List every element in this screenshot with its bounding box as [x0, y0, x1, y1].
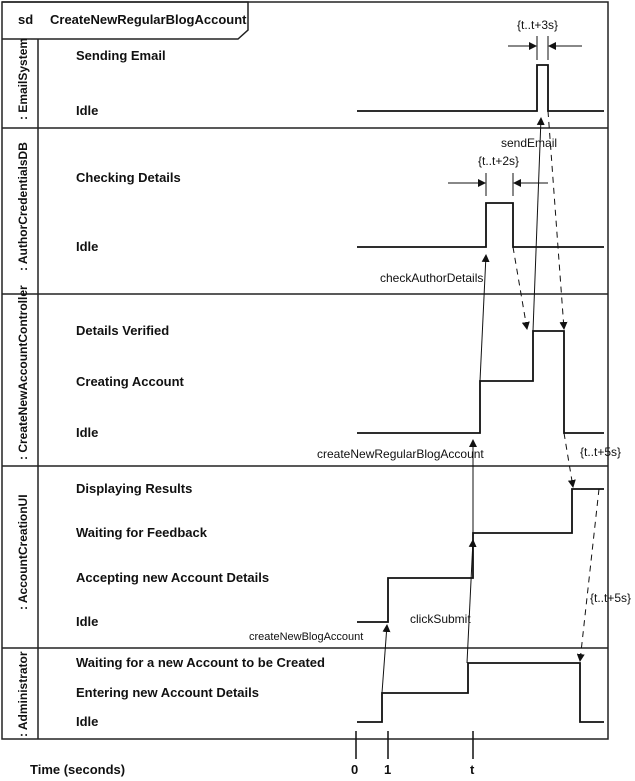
state-label: Checking Details	[76, 170, 181, 185]
state-timeline-administrator	[357, 662, 604, 723]
message-arrow-send-email	[532, 117, 545, 332]
state-label: Idle	[76, 103, 98, 118]
state-label: Sending Email	[76, 48, 166, 63]
lifeline-name-create-new-account-controller: : CreateNewAccountController	[16, 285, 30, 460]
message-label-create-new-regular-blog-account: createNewRegularBlogAccount	[317, 447, 484, 461]
message-label-send-email: sendEmail	[501, 136, 557, 150]
frame-title-tab	[2, 1, 249, 40]
time-tick-label: 0	[351, 762, 358, 777]
message-label-click-submit: clickSubmit	[410, 612, 471, 626]
lifeline-name-administrator: : Administrator	[16, 651, 30, 737]
time-tick-label: t	[470, 762, 475, 777]
lifeline-name-email-system: : EmailSystem	[16, 38, 30, 120]
lifeline-name-account-creation-ui: : AccountCreationUI	[16, 494, 30, 610]
state-label: Idle	[76, 614, 98, 629]
state-label: Waiting for a new Account to be Created	[76, 655, 325, 670]
frame-title: CreateNewRegularBlogAccount	[50, 12, 247, 27]
message-label-check-author-details: checkAuthorDetails	[380, 271, 483, 285]
state-label: Waiting for Feedback	[76, 525, 208, 540]
state-label: Accepting new Account Details	[76, 570, 269, 585]
state-timeline-account-creation-ui	[357, 488, 604, 623]
state-label: Entering new Account Details	[76, 685, 259, 700]
state-label: Idle	[76, 714, 98, 729]
time-axis-label: Time (seconds)	[30, 762, 125, 777]
timing-constraint-ui-to-admin: {t..t+5s}	[590, 591, 631, 605]
message-arrow-create-new-blog-account	[381, 624, 391, 694]
state-label: Idle	[76, 425, 98, 440]
duration-constraint-email: {t..t+3s}	[517, 18, 558, 32]
return-arrow-ui-to-admin	[576, 488, 600, 662]
state-timeline-controller	[357, 330, 604, 434]
state-label: Details Verified	[76, 323, 169, 338]
state-label: Idle	[76, 239, 98, 254]
return-arrow-controller-to-ui	[563, 432, 576, 488]
message-arrow-check-author-details	[479, 254, 490, 382]
lifeline-name-author-credentials-db: : AuthorCredentialsDB	[16, 142, 30, 271]
state-label: Creating Account	[76, 374, 185, 389]
state-label: Displaying Results	[76, 481, 192, 496]
diagram-frame	[1, 1, 609, 740]
message-arrow-click-submit	[466, 539, 477, 664]
frame-keyword: sd	[18, 12, 33, 27]
state-timeline-author-credentials-db	[357, 202, 604, 248]
return-arrow-db-to-controller	[512, 246, 530, 330]
timing-constraint-controller-to-ui: {t..t+5s}	[580, 445, 621, 459]
message-label-create-new-blog-account: createNewBlogAccount	[249, 631, 363, 643]
duration-constraint-db: {t..t+2s}	[478, 154, 519, 168]
return-arrow-email-to-controller	[547, 110, 568, 330]
time-tick-label: 1	[384, 762, 391, 777]
state-timeline-email-system	[357, 64, 604, 112]
